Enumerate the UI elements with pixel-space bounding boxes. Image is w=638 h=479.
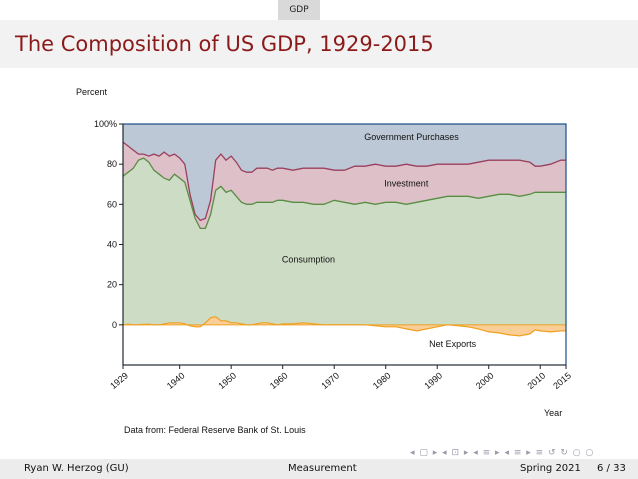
y-tick-label: 0 xyxy=(112,320,117,330)
section-bar: GDP xyxy=(0,0,638,20)
area-investment xyxy=(123,142,566,229)
footer-topic: Measurement xyxy=(288,463,357,474)
area-label: Net Exports xyxy=(429,339,477,349)
footer-page-number: 6 / 33 xyxy=(597,463,626,474)
series-lines xyxy=(122,141,566,337)
y-tick-label: 20 xyxy=(107,280,117,290)
line-investment xyxy=(122,141,566,222)
section-tab-gdp[interactable]: GDP xyxy=(278,0,320,20)
y-tick-label: 80 xyxy=(107,159,117,169)
area-labels: Government Purchases Investment Consumptio… xyxy=(282,132,477,349)
area-label: Investment xyxy=(384,178,429,188)
area-consumption xyxy=(123,158,566,325)
y-axis-label: Percent xyxy=(76,87,108,97)
area-net-exports xyxy=(123,316,566,336)
area-layers xyxy=(123,124,566,336)
source-note: Data from: Federal Reserve Bank of St. L… xyxy=(124,425,306,435)
footer-date: Spring 2021 xyxy=(520,463,581,474)
slide-title: The Composition of US GDP, 1929-2015 xyxy=(15,32,434,56)
line-consumption xyxy=(122,157,566,230)
y-tick-label: 40 xyxy=(107,240,117,250)
footer-bar: Ryan W. Herzog (GU) Measurement Spring 2… xyxy=(0,459,638,479)
area-label: Consumption xyxy=(282,255,335,265)
y-tick-label: 60 xyxy=(107,199,117,209)
footer-author: Ryan W. Herzog (GU) xyxy=(24,463,129,474)
x-axis-label: Year xyxy=(544,408,562,418)
y-tick-label: 100% xyxy=(94,119,117,129)
area-government-purchases xyxy=(123,124,566,221)
area-label: Government Purchases xyxy=(364,132,459,142)
beamer-navigation-icons[interactable]: ◂ ▢ ▸ ◂ ⊡ ▸ ◂ ≡ ▸ ◂ ≡ ▸ ≡ ↺ ↻ ○ ○ xyxy=(410,448,595,458)
title-bar: The Composition of US GDP, 1929-2015 xyxy=(0,20,638,68)
